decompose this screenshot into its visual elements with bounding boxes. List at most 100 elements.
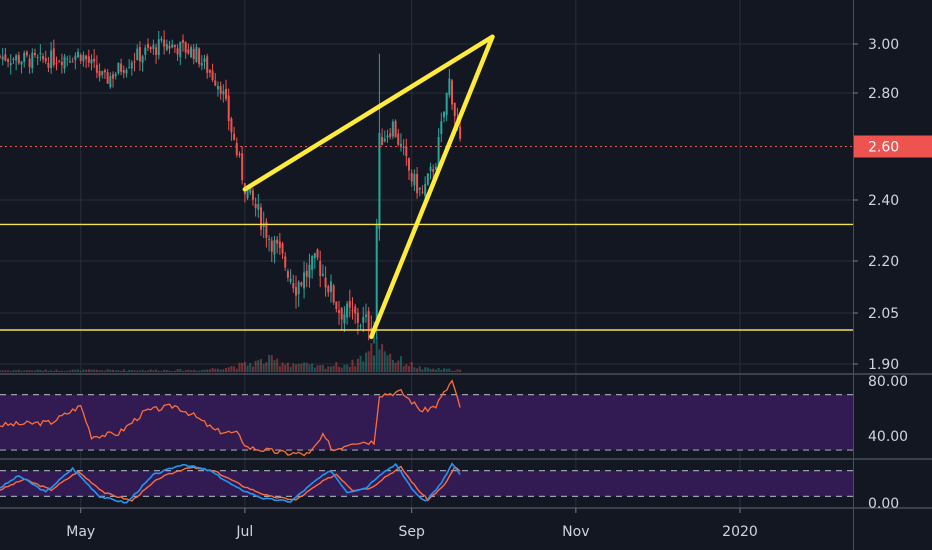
- candle-body: [335, 301, 338, 310]
- volume-bar: [445, 368, 448, 372]
- volume-bar: [112, 369, 115, 372]
- volume-bar: [394, 362, 397, 372]
- volume-bar: [155, 369, 158, 372]
- volume-bar: [176, 369, 179, 372]
- price-tick-label: 1.90: [868, 357, 899, 373]
- candle-body: [152, 44, 155, 49]
- candle-body: [440, 121, 443, 134]
- volume-bar: [381, 344, 384, 372]
- volume-bar: [243, 362, 246, 372]
- volume-bar: [321, 365, 324, 372]
- candle-body: [95, 64, 98, 73]
- volume-bar: [58, 370, 61, 372]
- candle-body: [424, 184, 427, 196]
- volume-bar: [408, 366, 411, 372]
- volume-bar: [378, 349, 381, 372]
- candlesticks[interactable]: [0, 30, 462, 344]
- volume-bar: [389, 353, 392, 372]
- candle-body: [286, 271, 289, 278]
- candle-body: [383, 138, 386, 142]
- volume-bar: [354, 366, 357, 372]
- volume-bar: [9, 370, 12, 372]
- candle-body: [303, 272, 306, 289]
- candle-body: [421, 191, 424, 193]
- volume-bar: [114, 370, 117, 372]
- volume-bar: [459, 369, 462, 372]
- volume-bar: [165, 370, 168, 372]
- candle-body: [343, 314, 346, 324]
- volume-bar: [270, 355, 273, 372]
- volume-bar: [28, 369, 31, 372]
- stochastic-indicator: [0, 462, 461, 504]
- volume-bar: [383, 351, 386, 372]
- volume-bar: [329, 366, 332, 372]
- volume-bar: [241, 362, 244, 372]
- volume-bar: [117, 370, 120, 372]
- wedge-upper-trendline: [242, 34, 495, 192]
- candle-body: [31, 52, 34, 69]
- candle-body: [146, 44, 149, 48]
- volume-bar: [109, 369, 112, 372]
- volume-bar: [300, 363, 303, 372]
- volume-bar: [359, 355, 362, 372]
- volume-bar: [141, 369, 144, 372]
- candle-body: [168, 45, 171, 49]
- volume-bar: [265, 362, 268, 372]
- price-axis[interactable]: 3.00 2.80 2.40 2.20 2.05 1.90 2.60 80.00 40.00 0.…: [853, 37, 932, 512]
- candle-body: [289, 278, 292, 282]
- volume-bar: [95, 369, 98, 372]
- rsi-indicator: [0, 379, 461, 457]
- volume-bar: [55, 369, 58, 372]
- volume-bar: [4, 370, 7, 372]
- candle-body: [273, 240, 276, 255]
- candle-body: [389, 133, 392, 137]
- volume-bar: [52, 371, 55, 372]
- candle-body: [136, 48, 139, 60]
- candle-body: [20, 61, 23, 65]
- price-tick-label: 2.20: [868, 254, 899, 270]
- rising-wedge-pattern[interactable]: [242, 34, 495, 340]
- candle-body: [265, 221, 268, 238]
- volume-bar: [432, 368, 435, 372]
- candle-body: [319, 260, 322, 276]
- candle-body: [44, 57, 47, 62]
- candle-body: [238, 154, 241, 156]
- volume-bar: [416, 368, 419, 372]
- candle-body: [112, 74, 115, 79]
- candle-body: [348, 300, 351, 308]
- volume-bar: [268, 354, 271, 372]
- volume-bar: [313, 367, 316, 372]
- candle-body: [305, 270, 308, 277]
- volume-bar: [278, 366, 281, 372]
- volume-bar: [230, 366, 233, 372]
- volume-bar: [227, 367, 230, 372]
- volume-bar: [144, 370, 147, 372]
- volume-bar: [187, 369, 190, 372]
- volume-bar: [402, 366, 405, 372]
- candle-body: [74, 55, 77, 61]
- volume-bar: [168, 370, 171, 372]
- volume-bar: [71, 369, 74, 372]
- candle-body: [453, 102, 456, 117]
- candle-body: [173, 44, 176, 47]
- volume-bar: [20, 370, 23, 372]
- candle-body: [375, 224, 378, 326]
- candle-body: [117, 62, 120, 74]
- horizontal-levels[interactable]: [0, 146, 853, 331]
- candle-body: [356, 312, 359, 323]
- volume-bar: [442, 368, 445, 372]
- time-axis[interactable]: May Jul Sep Nov 2020: [66, 508, 758, 540]
- volume-bar: [251, 366, 254, 372]
- candle-body: [230, 118, 233, 133]
- candle-body: [181, 39, 184, 43]
- current-price-label: 2.60: [868, 140, 899, 156]
- time-tick-label: Jul: [235, 524, 253, 540]
- volume-bar: [316, 365, 319, 372]
- candle-body: [278, 241, 281, 248]
- volume-bar: [93, 369, 96, 372]
- volume-bar: [437, 367, 440, 372]
- volume-bar: [44, 369, 47, 372]
- candle-body: [294, 287, 297, 296]
- candle-body: [71, 61, 74, 63]
